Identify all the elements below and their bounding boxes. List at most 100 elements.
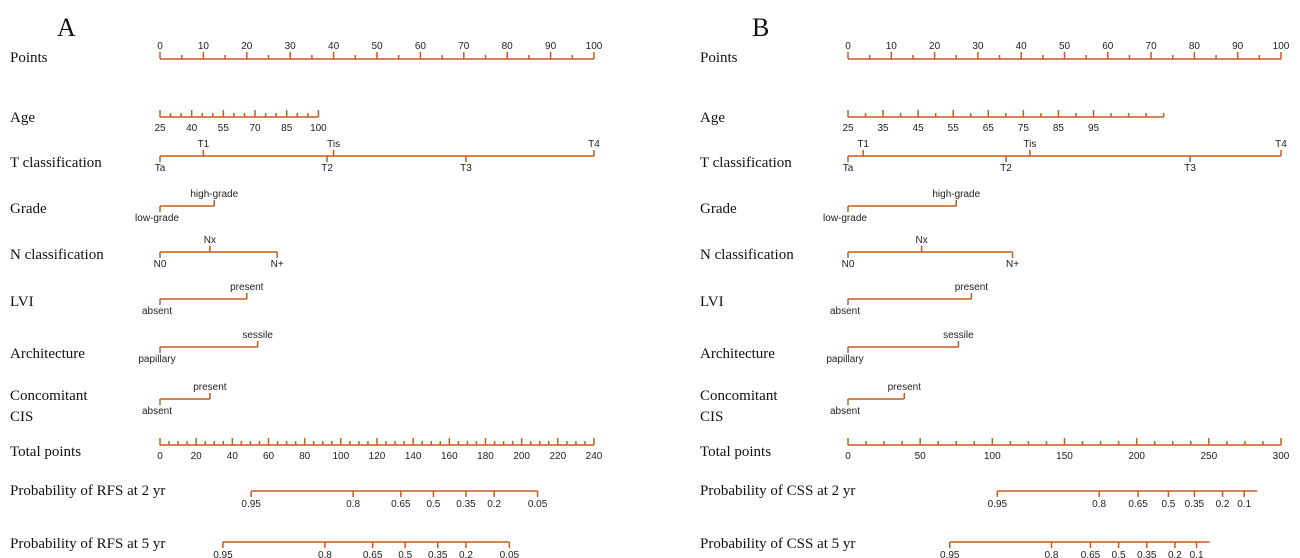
row-grade: Grade low-grade high-grade <box>10 189 239 224</box>
prob-label: 0.8 <box>346 499 360 510</box>
row-label: CIS <box>700 409 723 425</box>
row-label: Age <box>10 110 35 126</box>
tick-label: 80 <box>299 451 311 462</box>
prob-label: 0.1 <box>1190 550 1204 558</box>
level-label: T1 <box>857 139 869 150</box>
tick-label: 100 <box>1273 41 1290 52</box>
panel-label: A <box>57 13 76 42</box>
level-label: N0 <box>842 259 855 270</box>
row-label: T classification <box>700 155 792 171</box>
tick-label: 30 <box>285 41 297 52</box>
prob-label: 0.05 <box>528 499 548 510</box>
level-label: T4 <box>588 139 600 150</box>
tick-label: 250 <box>1200 451 1217 462</box>
row-label: Architecture <box>10 346 85 362</box>
row-age: Age 25 35 45 55 65 75 85 95 <box>700 110 1165 134</box>
level-label: sessile <box>242 330 273 341</box>
tick-label: 30 <box>972 41 984 52</box>
level-label: papillary <box>826 354 863 365</box>
row-n-classification: N classification N0 Nx N+ <box>700 235 1019 270</box>
level-label: Nx <box>915 235 927 246</box>
level-label: low-grade <box>823 213 867 224</box>
nomogram-panel-A: A Points 0 10 20 30 40 50 60 70 80 90 100 Age 25 40 55 70… <box>10 13 603 558</box>
prob-label: 0.35 <box>456 499 476 510</box>
row-label: LVI <box>10 294 34 310</box>
row-label: Total points <box>10 444 81 460</box>
row-probability-of-rfs-at-5-yr: Probability of RFS at 5 yr 0.95 0.8 0.65 0.5… <box>10 536 520 558</box>
level-label: Tis <box>1023 139 1036 150</box>
prob-label: 0.2 <box>1168 550 1182 558</box>
row-label: T classification <box>10 155 102 171</box>
tick-label: 40 <box>1016 41 1028 52</box>
level-label: high-grade <box>932 189 980 200</box>
level-label: low-grade <box>135 213 179 224</box>
tick-label: 55 <box>948 123 960 134</box>
level-label: present <box>193 382 227 393</box>
row-t-classification: T classification Ta T1 T2 Tis T3 T4 <box>700 139 1287 174</box>
level-label: T2 <box>321 163 333 174</box>
prob-label: 0.8 <box>318 550 332 558</box>
tick-label: 50 <box>371 41 383 52</box>
tick-label: 75 <box>1018 123 1030 134</box>
tick-label: 70 <box>1146 41 1158 52</box>
prob-label: 0.2 <box>459 550 473 558</box>
level-label: absent <box>142 306 172 317</box>
level-label: present <box>888 382 922 393</box>
tick-label: 100 <box>984 451 1001 462</box>
row-concomitant-cis: Concomitant CIS absent present <box>10 382 227 425</box>
tick-label: 20 <box>929 41 941 52</box>
row-label: LVI <box>700 294 724 310</box>
prob-label: 0.95 <box>988 499 1008 510</box>
tick-label: 0 <box>157 451 163 462</box>
row-probability-of-rfs-at-2-yr: Probability of RFS at 2 yr 0.95 0.8 0.65 0.5… <box>10 483 548 510</box>
tick-label: 40 <box>328 41 340 52</box>
tick-label: 60 <box>1102 41 1114 52</box>
level-label: present <box>955 282 989 293</box>
tick-label: 20 <box>241 41 253 52</box>
prob-label: 0.1 <box>1237 499 1251 510</box>
level-label: present <box>230 282 264 293</box>
tick-label: 220 <box>549 451 566 462</box>
tick-label: 300 <box>1273 451 1290 462</box>
prob-label: 0.8 <box>1092 499 1106 510</box>
tick-label: 95 <box>1088 123 1100 134</box>
prob-label: 0.5 <box>1112 550 1126 558</box>
row-age: Age 25 40 55 70 85 100 <box>10 110 327 134</box>
tick-label: 70 <box>458 41 470 52</box>
row-architecture: Architecture papillary sessile <box>10 330 273 365</box>
tick-label: 10 <box>886 41 898 52</box>
level-label: N0 <box>154 259 167 270</box>
tick-label: 60 <box>263 451 275 462</box>
row-t-classification: T classification Ta T1 T2 Tis T3 T4 <box>10 139 600 174</box>
prob-label: 0.2 <box>487 499 501 510</box>
tick-label: 50 <box>1059 41 1071 52</box>
row-label: Age <box>700 110 725 126</box>
level-label: T3 <box>1184 163 1196 174</box>
prob-label: 0.65 <box>1128 499 1148 510</box>
row-label: Total points <box>700 444 771 460</box>
tick-label: 160 <box>441 451 458 462</box>
row-label: CIS <box>10 409 33 425</box>
row-probability-of-css-at-2-yr: Probability of CSS at 2 yr 0.95 0.8 0.65 0.5… <box>700 483 1258 510</box>
tick-label: 35 <box>878 123 890 134</box>
tick-label: 85 <box>281 123 293 134</box>
level-label: sessile <box>943 330 974 341</box>
tick-label: 120 <box>369 451 386 462</box>
prob-label: 0.5 <box>1161 499 1175 510</box>
row-label: Probability of RFS at 5 yr <box>10 536 165 552</box>
level-label: T4 <box>1275 139 1287 150</box>
tick-label: 200 <box>1128 451 1145 462</box>
prob-label: 0.2 <box>1216 499 1230 510</box>
row-label: Probability of CSS at 2 yr <box>700 483 855 499</box>
tick-label: 60 <box>415 41 427 52</box>
row-architecture: Architecture papillary sessile <box>700 330 974 365</box>
tick-label: 100 <box>586 41 603 52</box>
tick-label: 40 <box>227 451 239 462</box>
tick-label: 80 <box>502 41 514 52</box>
row-points: Points 0 10 20 30 40 50 60 70 80 90 100 <box>10 41 603 66</box>
level-label: Ta <box>155 163 166 174</box>
tick-label: 40 <box>186 123 198 134</box>
tick-label: 100 <box>310 123 327 134</box>
nomogram-panel-B: B Points 0 10 20 30 40 50 60 70 80 90 100 Age 25 35 45 55… <box>700 13 1290 558</box>
row-label: Points <box>10 50 48 66</box>
